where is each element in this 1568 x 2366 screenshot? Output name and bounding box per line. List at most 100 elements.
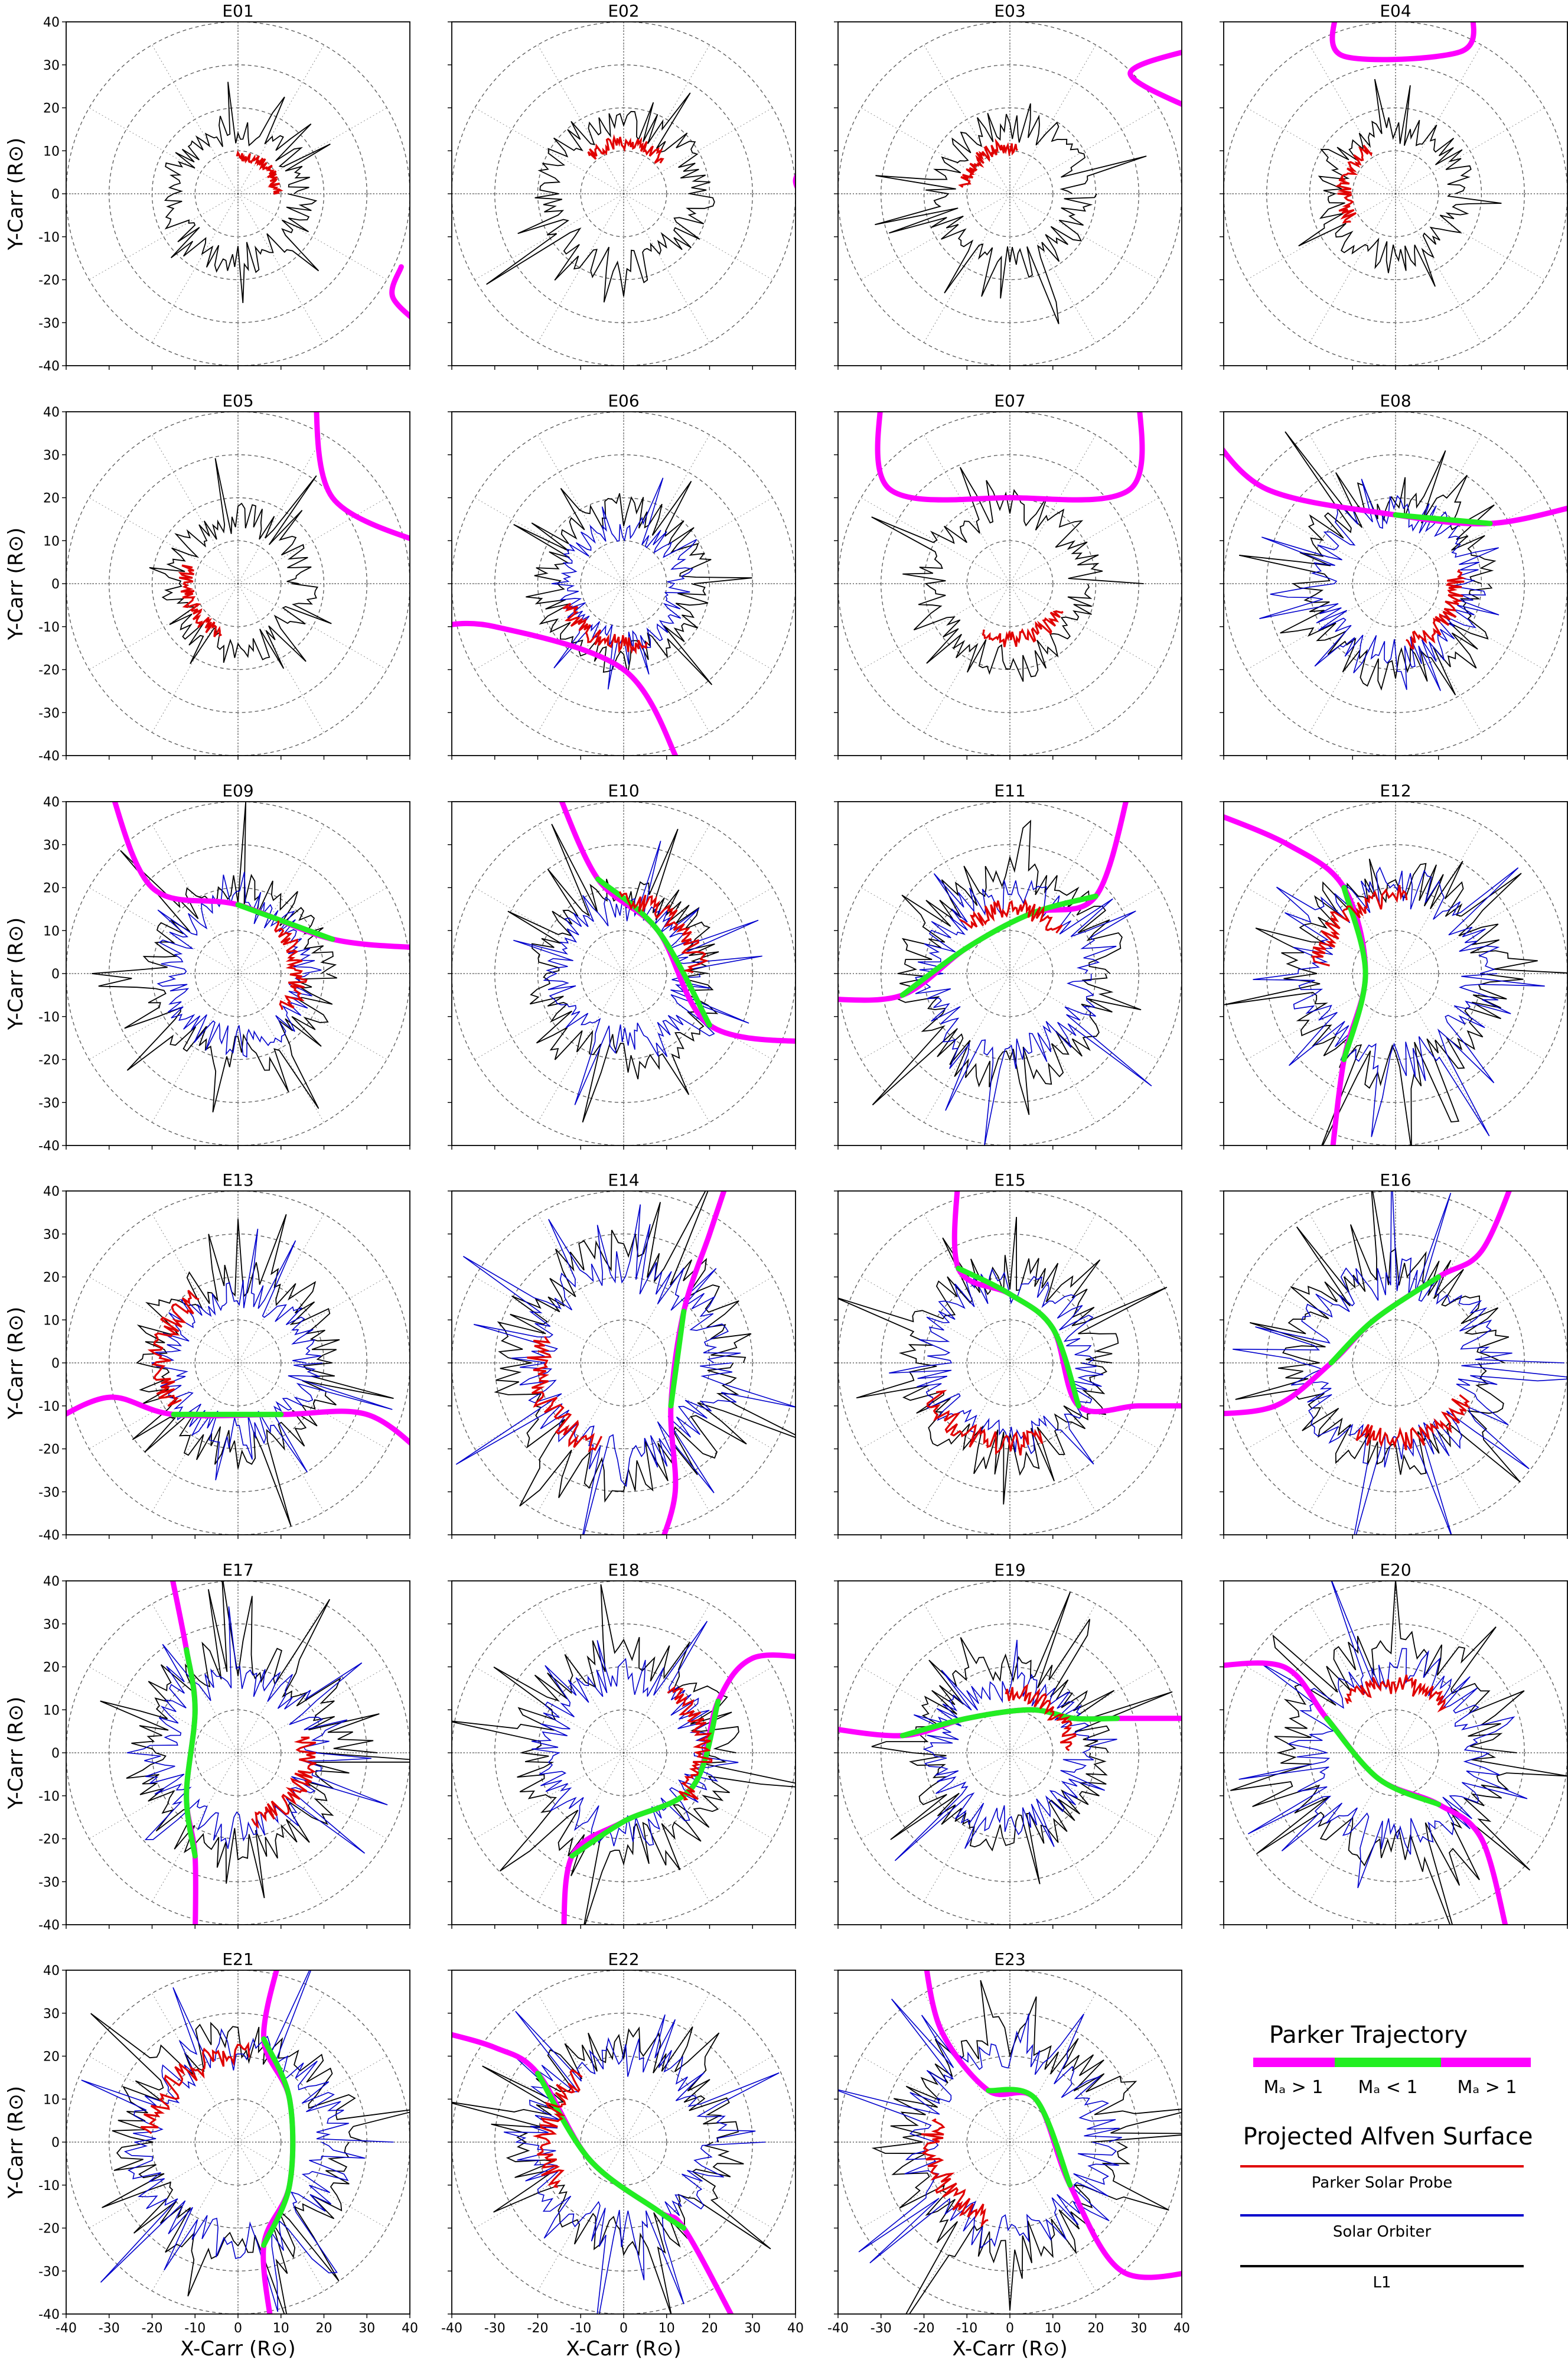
psp-surface — [1311, 885, 1408, 966]
grid-radial — [1395, 193, 1545, 280]
l1-surface — [871, 1592, 1173, 1885]
y-tick-label: -30 — [38, 706, 60, 721]
y-tick-label: -40 — [38, 1918, 60, 1933]
grid-radial — [237, 44, 324, 194]
panel-title: E18 — [608, 1560, 639, 1580]
psp-surface — [140, 2041, 250, 2134]
psp-surface — [959, 898, 1063, 934]
grid-radial — [1309, 1603, 1396, 1753]
grid-radial — [924, 583, 1010, 733]
psp-surface — [921, 2118, 989, 2228]
grid-radial — [237, 434, 324, 584]
panel-e16: E16 — [1220, 1170, 1568, 1539]
grid-circle — [494, 844, 753, 1103]
y-tick-label: 20 — [43, 492, 60, 506]
grid-radial — [1009, 1362, 1159, 1449]
grid-circle — [109, 2013, 367, 2271]
grid-radial — [623, 44, 710, 194]
y-tick-label: 20 — [43, 102, 60, 116]
panels-group: E01 -40 -30 -20 -10 0 10 20 30 40 Y-Carr (R⊙) E02 E0… — [4, 1, 1568, 2361]
legend: Parker Trajectory Mₐ > 1 Mₐ < 1 Mₐ > 1 P… — [1240, 2022, 1533, 2292]
grid-circle — [1266, 1623, 1525, 1882]
grid-radial — [1395, 1667, 1545, 1753]
grid-radial — [860, 2056, 1010, 2143]
grid-radial — [623, 497, 773, 584]
x-tick-label: -10 — [570, 2321, 591, 2336]
grid-radial — [537, 1362, 624, 1512]
grid-radial — [237, 1667, 387, 1753]
panel-e13: E13 -40 -30 -20 -10 0 10 20 30 40 Y-Carr (R⊙) — [4, 1170, 410, 1543]
y-tick-label: 10 — [43, 1313, 60, 1328]
legend-psp-label: Parker Solar Probe — [1312, 2174, 1452, 2192]
y-tick-label: 10 — [43, 534, 60, 549]
parker-trajectory-sub-alfvenic — [668, 1309, 687, 1409]
l1-surface — [871, 1980, 1182, 2314]
grid-radial — [924, 44, 1010, 194]
l1-surface — [164, 82, 331, 303]
y-tick-label: -10 — [38, 620, 60, 635]
panel-title: E13 — [222, 1170, 253, 1190]
y-tick-label: -10 — [38, 2179, 60, 2193]
y-tick-label: 0 — [51, 1356, 60, 1371]
panel-e21: E21 -40 -30 -20 -10 0 10 20 30 40 -40 -30 -20 -10 0 10 2… — [4, 1950, 418, 2361]
grid-radial — [1009, 108, 1159, 194]
parker-trajectory — [314, 412, 410, 542]
grid-radial — [152, 583, 239, 733]
panel-title: E07 — [994, 391, 1025, 411]
psp-surface — [274, 920, 308, 1010]
y-tick-label: -40 — [38, 2308, 60, 2322]
panel-title: E22 — [608, 1950, 639, 1969]
y-tick-label: 30 — [43, 838, 60, 853]
grid-radial — [1395, 1603, 1482, 1753]
grid-radial — [1009, 193, 1159, 280]
legend-ma-gt1-left: Mₐ > 1 — [1264, 2077, 1323, 2098]
parker-trajectory-sub-alfvenic — [1393, 512, 1493, 526]
y-tick-label: 0 — [51, 187, 60, 202]
solo-surface — [157, 871, 322, 1058]
solo-surface — [513, 841, 762, 1105]
panel-title: E15 — [994, 1170, 1025, 1190]
grid-radial — [1009, 1603, 1096, 1753]
panel-title: E11 — [994, 781, 1025, 800]
y-tick-label: 20 — [43, 881, 60, 896]
grid-radial — [623, 1362, 710, 1512]
solo-surface — [889, 1268, 1104, 1465]
grid-radial — [1246, 108, 1396, 194]
x-tick-label: -30 — [484, 2321, 506, 2336]
psp-surface — [587, 134, 664, 164]
y-axis-label: Y-Carr (R⊙) — [4, 917, 28, 1030]
grid-radial — [924, 2142, 1010, 2292]
legend-surface-title: Projected Alfven Surface — [1243, 2123, 1533, 2150]
panel-e04: E04 — [1220, 1, 1568, 370]
panel-e08: E08 — [1220, 391, 1568, 760]
x-tick-label: 40 — [1173, 2321, 1190, 2336]
x-tick-label: 40 — [787, 2321, 804, 2336]
grid-radial — [1246, 497, 1396, 584]
panel-e17: E17 -40 -30 -20 -10 0 10 20 30 40 Y-Carr (R⊙) — [4, 1560, 410, 1933]
parker-trajectory-sub-alfvenic — [1328, 1274, 1442, 1366]
psp-surface — [982, 610, 1064, 647]
grid-radial — [537, 1993, 624, 2143]
y-tick-label: 10 — [43, 1703, 60, 1718]
grid-radial — [237, 1213, 324, 1363]
grid-radial — [237, 1752, 324, 1902]
x-axis-label: X-Carr (R⊙) — [180, 2337, 295, 2361]
panel-e23: E23 -40 -30 -20 -10 0 10 20 30 40 X-Carr (R⊙) — [827, 1950, 1190, 2361]
grid-circle — [1266, 1234, 1525, 1492]
grid-radial — [1246, 973, 1396, 1060]
grid-radial — [1009, 2056, 1159, 2143]
grid-radial — [860, 887, 1010, 974]
y-tick-label: 0 — [51, 967, 60, 982]
grid-radial — [1009, 1213, 1096, 1363]
grid-radial — [1009, 2142, 1159, 2228]
grid-radial — [623, 583, 710, 733]
x-tick-label: -10 — [184, 2321, 206, 2336]
panel-e11: E11 — [834, 781, 1182, 1150]
x-tick-label: 30 — [1130, 2321, 1147, 2336]
x-tick-label: 30 — [744, 2321, 761, 2336]
grid-radial — [474, 1362, 624, 1449]
x-tick-label: -40 — [827, 2321, 849, 2336]
grid-circle — [494, 2013, 753, 2271]
grid-radial — [537, 193, 624, 343]
parker-trajectory — [389, 264, 410, 320]
